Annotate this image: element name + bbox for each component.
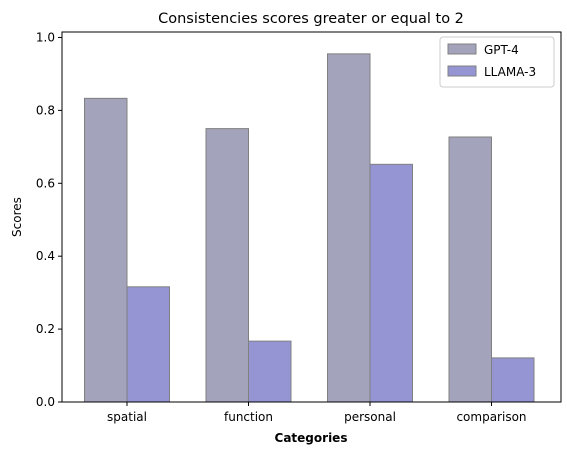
legend-swatch-llama3 <box>447 65 477 77</box>
legend-swatch-gpt4 <box>447 43 477 55</box>
bar-llama3-spatial <box>126 286 170 403</box>
y-tick-label: 1.0 <box>36 30 55 44</box>
y-axis-label: Scores <box>10 197 24 237</box>
x-axis-ticks: spatial function personal comparison <box>107 402 527 424</box>
legend-label-gpt4: GPT-4 <box>484 43 519 57</box>
x-tick-label: comparison <box>456 410 526 424</box>
legend-label-llama3: LLAMA-3 <box>484 65 536 79</box>
plot-frame <box>61 31 562 403</box>
y-tick-label: 0.0 <box>36 395 55 409</box>
y-axis-ticks: 0.0 0.2 0.4 0.6 0.8 1.0 <box>36 30 62 409</box>
y-tick-label: 0.8 <box>36 103 55 117</box>
x-tick-label: function <box>224 410 273 424</box>
bars-layer <box>84 53 535 403</box>
x-axis-label: Categories <box>275 431 348 445</box>
bar-llama3-function <box>248 340 292 403</box>
bar-gpt4-comparison <box>448 136 492 403</box>
x-tick-label: spatial <box>107 410 147 424</box>
bar-gpt4-personal <box>327 53 371 403</box>
x-tick-label: personal <box>344 410 396 424</box>
bar-llama3-personal <box>369 163 413 403</box>
chart-title: Consistencies scores greater or equal to… <box>158 11 464 27</box>
y-tick-label: 0.4 <box>36 249 55 263</box>
bar-gpt4-function <box>205 128 249 403</box>
y-tick-label: 0.2 <box>36 322 55 336</box>
bar-llama3-comparison <box>491 357 535 403</box>
bar-gpt4-spatial <box>84 97 128 403</box>
legend: GPT-4 LLAMA-3 <box>439 36 555 88</box>
y-tick-label: 0.6 <box>36 176 55 190</box>
